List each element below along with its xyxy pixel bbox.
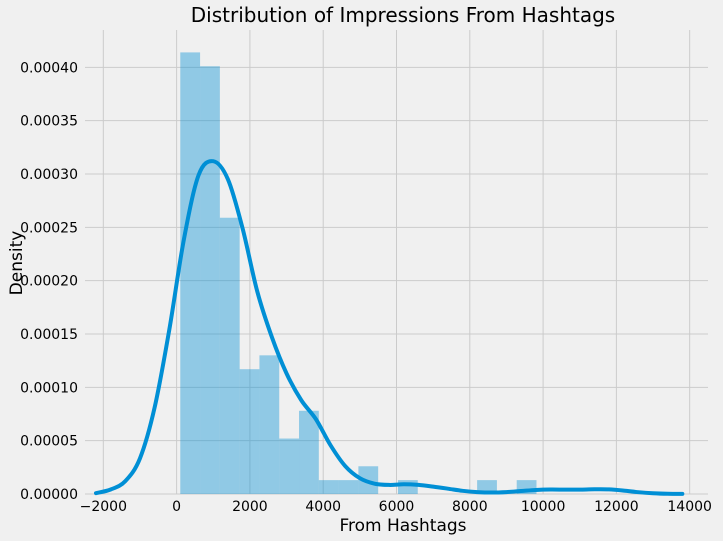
x-tick-label: 0 <box>172 499 181 515</box>
x-tick-label: 14000 <box>667 499 712 515</box>
histogram-bar <box>180 52 201 495</box>
x-tick-label: 10000 <box>521 499 566 515</box>
y-tick-label: 0.00020 <box>20 274 78 290</box>
y-tick-label: 0.00030 <box>20 167 78 183</box>
y-axis-label: Density <box>7 231 27 296</box>
histogram-bar <box>397 480 418 494</box>
kde-line <box>93 159 685 496</box>
histogram-bar <box>259 355 280 494</box>
x-tick-label: 12000 <box>594 499 639 515</box>
x-tick-labels: −2000 0 2000 4000 6000 8000 10000 12000 14000 <box>80 499 712 515</box>
histogram-bar <box>338 480 359 494</box>
y-tick-label: 0.00015 <box>20 327 78 343</box>
x-axis-label: From Hashtags <box>339 516 466 536</box>
y-tick-label: 0.00005 <box>20 434 78 450</box>
histogram-bar <box>219 217 240 494</box>
chart-title: Distribution of Impressions From Hashtag… <box>191 3 615 27</box>
histogram-bar <box>200 66 220 495</box>
x-tick-label: 8000 <box>452 499 488 515</box>
histogram-bar <box>279 438 300 494</box>
y-tick-label: 0.00040 <box>20 60 78 76</box>
y-tick-label: 0.00000 <box>20 487 78 503</box>
histogram-bar <box>299 410 319 494</box>
histogram-bars <box>180 52 537 495</box>
y-tick-labels: 0.00000 0.00005 0.00010 0.00015 0.00020 0.000… <box>20 60 78 503</box>
y-tick-label: 0.00035 <box>20 114 78 130</box>
x-tick-label: 6000 <box>379 499 415 515</box>
y-tick-label: 0.00025 <box>20 220 78 236</box>
grid-lines <box>85 30 708 495</box>
histogram-bar <box>239 369 260 494</box>
histogram-bar <box>318 480 339 494</box>
x-tick-label: −2000 <box>80 499 127 515</box>
x-tick-label: 4000 <box>305 499 341 515</box>
x-tick-label: 2000 <box>232 499 268 515</box>
kde-curve <box>93 159 685 496</box>
y-tick-label: 0.00010 <box>20 380 78 396</box>
